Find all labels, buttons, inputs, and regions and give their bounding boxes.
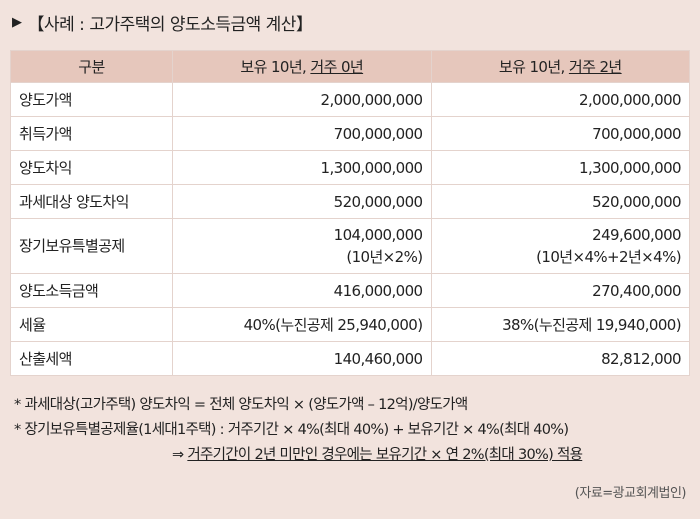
cell-formula: (10년×2%) <box>346 248 423 266</box>
source-credit: (자료=광교회계법인) <box>574 486 687 501</box>
table-row: 세율 40%(누진공제 25,940,000) 38%(누진공제 19,940,… <box>10 307 690 342</box>
footnote-1: * 과세대상(고가주택) 양도차익 = 전체 양도차익 × (양도가액 – 12… <box>14 397 468 413</box>
cell-value-b: 82,812,000 <box>430 341 690 376</box>
row-label: 양도차익 <box>10 150 173 185</box>
header-case-0yr: 보유 10년, 거주 0년 <box>172 50 432 83</box>
table-row: 산출세액 140,460,000 82,812,000 <box>10 341 690 376</box>
cell-value-b: 270,400,000 <box>430 273 690 308</box>
cell-value-b: 2,000,000,000 <box>430 82 690 117</box>
cell-amount: 249,600,000 <box>592 226 681 244</box>
table-row: 장기보유특별공제 104,000,000 (10년×2%) 249,600,00… <box>10 218 690 274</box>
triangle-bullet-icon: ▶ <box>12 15 22 30</box>
cell-value-b: 520,000,000 <box>430 184 690 219</box>
header-category: 구분 <box>10 50 173 83</box>
row-label: 취득가액 <box>10 116 173 151</box>
cell-value-a: 1,300,000,000 <box>172 150 432 185</box>
cell-value-a: 104,000,000 (10년×2%) <box>172 218 432 274</box>
cell-formula: (10년×4%+2년×4%) <box>536 248 681 266</box>
table-header-row: 구분 보유 10년, 거주 0년 보유 10년, 거주 2년 <box>10 50 690 83</box>
cell-value-b: 38%(누진공제 19,940,000) <box>430 307 690 342</box>
cell-value-a: 700,000,000 <box>172 116 432 151</box>
cell-value-b: 700,000,000 <box>430 116 690 151</box>
row-label: 양도소득금액 <box>10 273 173 308</box>
cell-value-b: 249,600,000 (10년×4%+2년×4%) <box>430 218 690 274</box>
cell-value-a: 40%(누진공제 25,940,000) <box>172 307 432 342</box>
table-row: 양도소득금액 416,000,000 270,400,000 <box>10 273 690 308</box>
table-row: 취득가액 700,000,000 700,000,000 <box>10 116 690 151</box>
header-case-2yr: 보유 10년, 거주 2년 <box>430 50 690 83</box>
row-label: 장기보유특별공제 <box>10 218 173 274</box>
row-label: 산출세액 <box>10 341 173 376</box>
table-row: 양도가액 2,000,000,000 2,000,000,000 <box>10 82 690 117</box>
cell-value-b: 1,300,000,000 <box>430 150 690 185</box>
footnote-3: ⇒ 거주기간이 2년 미만인 경우에는 보유기간 × 연 2%(최대 30%) … <box>172 447 583 463</box>
table-row: 양도차익 1,300,000,000 1,300,000,000 <box>10 150 690 185</box>
title-text: 【사례 : 고가주택의 양도소득금액 계산】 <box>27 15 313 35</box>
footnote-2: * 장기보유특별공제율(1세대1주택) : 거주기간 × 4%(최대 40%) … <box>14 422 569 438</box>
row-label: 세율 <box>10 307 173 342</box>
calculation-table: 구분 보유 10년, 거주 0년 보유 10년, 거주 2년 양도가액 2,00… <box>10 50 690 376</box>
cell-value-a: 140,460,000 <box>172 341 432 376</box>
row-label: 과세대상 양도차익 <box>10 184 173 219</box>
table-row: 과세대상 양도차익 520,000,000 520,000,000 <box>10 184 690 219</box>
cell-value-a: 416,000,000 <box>172 273 432 308</box>
cell-value-a: 2,000,000,000 <box>172 82 432 117</box>
cell-amount: 104,000,000 <box>333 226 423 244</box>
cell-value-a: 520,000,000 <box>172 184 432 219</box>
footnotes: * 과세대상(고가주택) 양도차익 = 전체 양도차익 × (양도가액 – 12… <box>14 393 690 468</box>
page-title: ▶ 【사례 : 고가주택의 양도소득금액 계산】 <box>12 10 313 35</box>
row-label: 양도가액 <box>10 82 173 117</box>
arrow-icon: ⇒ <box>172 447 188 463</box>
